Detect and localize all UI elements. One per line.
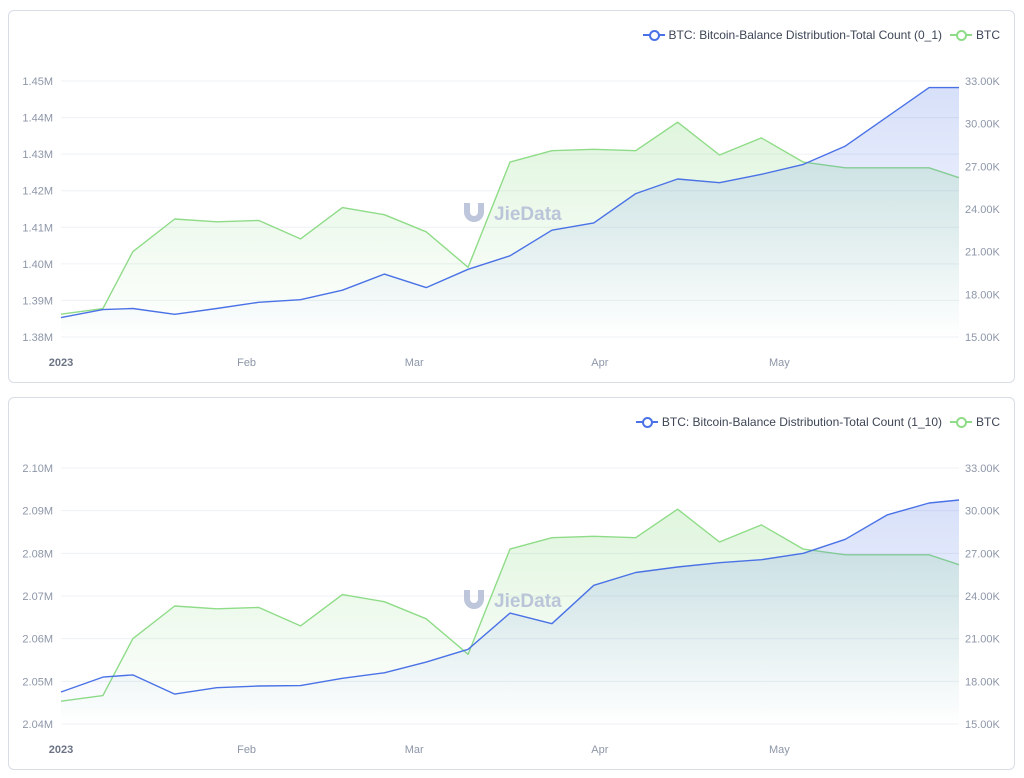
x-tick-label: May: [769, 357, 790, 369]
watermark-text: JieData: [494, 204, 562, 225]
legend-label: BTC: [976, 415, 1000, 429]
y-right-tick-label: 24.00K: [965, 204, 1001, 216]
y-left-tick-label: 1.39M: [22, 295, 53, 307]
y-left-tick-label: 1.43M: [22, 149, 53, 161]
legend-label: BTC: Bitcoin-Balance Distribution-Total …: [661, 415, 942, 429]
jiedata-logo-icon: [464, 590, 484, 609]
legend-item-series-1[interactable]: BTC: Bitcoin-Balance Distribution-Total …: [635, 415, 942, 429]
chart-legend: BTC: Bitcoin-Balance Distribution-Total …: [628, 415, 1000, 429]
y-left-tick-label: 2.09M: [22, 506, 53, 518]
y-left-tick-label: 1.40M: [22, 259, 53, 271]
series-count-area: [61, 87, 959, 337]
x-tick-label: Feb: [237, 357, 256, 369]
x-tick-label: 2023: [49, 744, 73, 756]
legend-label: BTC: [976, 28, 1000, 42]
legend-marker-blue-icon: [635, 416, 658, 428]
watermark-text: JieData: [494, 591, 562, 612]
y-right-tick-label: 27.00K: [965, 548, 1001, 560]
y-left-tick-label: 1.42M: [22, 186, 53, 198]
y-right-tick-label: 33.00K: [965, 76, 1001, 88]
chart-panel-2: BTC: Bitcoin-Balance Distribution-Total …: [8, 397, 1015, 770]
jiedata-logo-icon: [464, 203, 484, 222]
y-left-tick-label: 2.08M: [22, 548, 53, 560]
x-tick-label: Apr: [591, 357, 608, 369]
y-right-tick-label: 18.00K: [965, 289, 1001, 301]
series-count-area: [61, 500, 959, 724]
y-left-tick-label: 1.45M: [22, 76, 53, 88]
y-right-tick-label: 27.00K: [965, 161, 1001, 173]
y-right-tick-label: 15.00K: [965, 719, 1001, 731]
legend-label: BTC: Bitcoin-Balance Distribution-Total …: [668, 28, 942, 42]
y-left-tick-label: 2.10M: [22, 463, 53, 475]
y-right-tick-label: 30.00K: [965, 506, 1001, 518]
y-right-tick-label: 33.00K: [965, 463, 1001, 475]
y-left-tick-label: 1.41M: [22, 222, 53, 234]
y-left-tick-label: 2.04M: [22, 719, 53, 731]
series-count-line: [60, 86, 959, 319]
watermark: JieData: [464, 590, 562, 612]
y-left-tick-label: 1.38M: [22, 332, 53, 344]
y-right-tick-label: 15.00K: [965, 332, 1001, 344]
legend-marker-green-icon: [950, 29, 972, 41]
x-tick-label: May: [769, 744, 790, 756]
y-right-tick-label: 18.00K: [965, 676, 1001, 688]
line-chart-2: 2.10M 2.09M 2.08M 2.07M 2.06M 2.05M 2.04M 33.00…: [22, 463, 1001, 756]
line-chart-1: 1.45M 1.44M 1.43M 1.42M 1.41M 1.40M 1.39M 1.38M…: [22, 76, 1001, 369]
legend-item-series-1[interactable]: BTC: Bitcoin-Balance Distribution-Total …: [642, 28, 942, 42]
y-right-tick-label: 24.00K: [965, 591, 1001, 603]
legend-item-series-2[interactable]: BTC: [950, 28, 1000, 42]
legend-item-series-2[interactable]: BTC: [950, 415, 1000, 429]
y-right-tick-label: 30.00K: [965, 119, 1001, 131]
y-left-tick-label: 1.44M: [22, 113, 53, 125]
x-tick-label: Feb: [237, 744, 256, 756]
x-tick-label: Apr: [591, 744, 608, 756]
y-left-tick-label: 2.05M: [22, 676, 53, 688]
y-right-tick-label: 21.00K: [965, 634, 1001, 646]
series-count-line: [60, 499, 960, 695]
x-tick-label: Mar: [405, 744, 424, 756]
chart-panel-1: BTC: Bitcoin-Balance Distribution-Total …: [8, 10, 1015, 383]
x-tick-label: Mar: [405, 357, 424, 369]
y-left-tick-label: 2.07M: [22, 591, 53, 603]
legend-marker-green-icon: [950, 416, 972, 428]
y-right-tick-label: 21.00K: [965, 247, 1001, 259]
watermark: JieData: [464, 203, 562, 225]
chart-legend: BTC: Bitcoin-Balance Distribution-Total …: [635, 28, 1000, 42]
y-left-tick-label: 2.06M: [22, 634, 53, 646]
legend-marker-blue-icon: [642, 29, 665, 41]
x-tick-label: 2023: [49, 357, 73, 369]
